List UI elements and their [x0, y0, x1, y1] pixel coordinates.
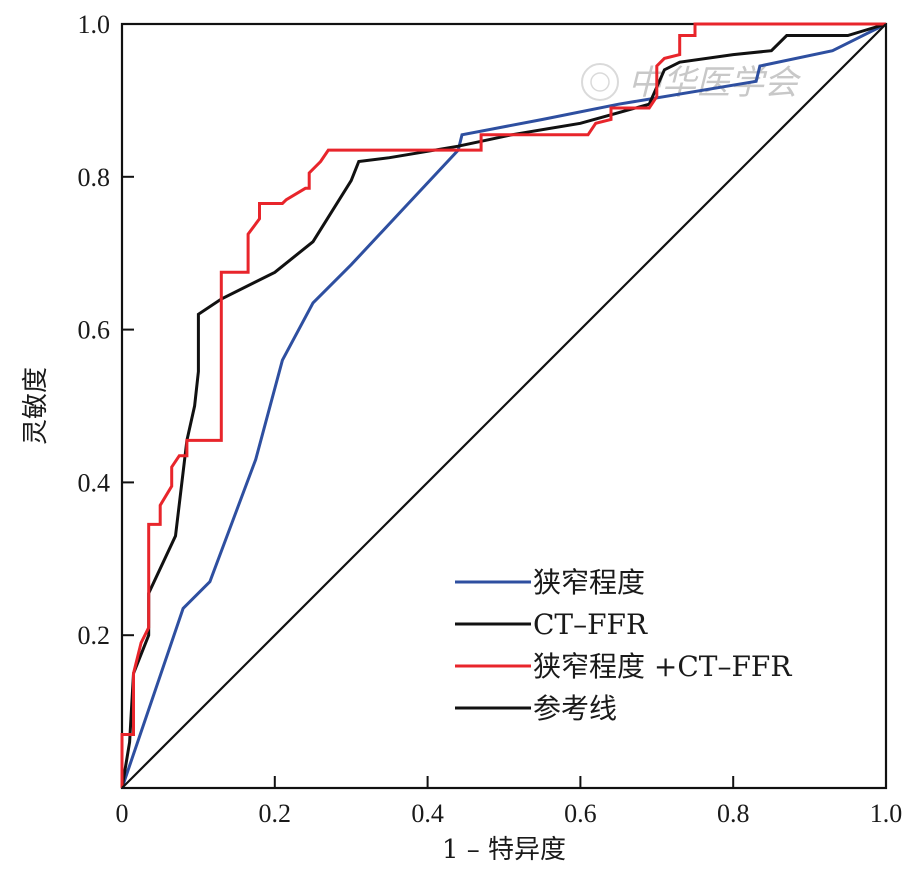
- y-tick-label: 1.0: [78, 10, 111, 39]
- plot-frame: [120, 22, 888, 790]
- legend-label: CT–FFR: [533, 608, 648, 641]
- x-tick-label: 1.0: [870, 799, 903, 828]
- y-axis-title: 灵敏度: [21, 367, 51, 445]
- x-tick-label: 0.8: [717, 799, 750, 828]
- y-tick-label: 0.6: [78, 316, 111, 345]
- x-axis-title: 1 – 特异度: [442, 835, 566, 865]
- series-line-ct-ffr: [120, 22, 887, 789]
- y-tick-label: 0.2: [78, 621, 111, 650]
- y-tick-label: 0.8: [78, 163, 111, 192]
- series-line-reference: [121, 23, 887, 789]
- x-tick-label: 0.4: [411, 799, 444, 828]
- series-layer: [120, 22, 887, 789]
- series-line-combined: [120, 22, 886, 788]
- series-line-stenosis: [120, 22, 887, 789]
- legend-label: 狭窄程度 +CT–FFR: [533, 650, 792, 683]
- legend-label: 狭窄程度: [533, 566, 645, 599]
- legend: 狭窄程度 CT–FFR 狭窄程度 +CT–FFR 参考线: [455, 566, 792, 725]
- axis-ticks: 0 0.2 0.4 0.6 0.8 1.0 0.2 0.4 0.6 0.8 1.0: [78, 10, 903, 828]
- x-tick-label: 0: [116, 799, 129, 828]
- watermark-seal: [581, 63, 619, 101]
- y-tick-label: 0.4: [78, 468, 111, 497]
- legend-label: 参考线: [533, 692, 617, 725]
- x-tick-label: 0.2: [259, 799, 292, 828]
- x-tick-label: 0.6: [564, 799, 597, 828]
